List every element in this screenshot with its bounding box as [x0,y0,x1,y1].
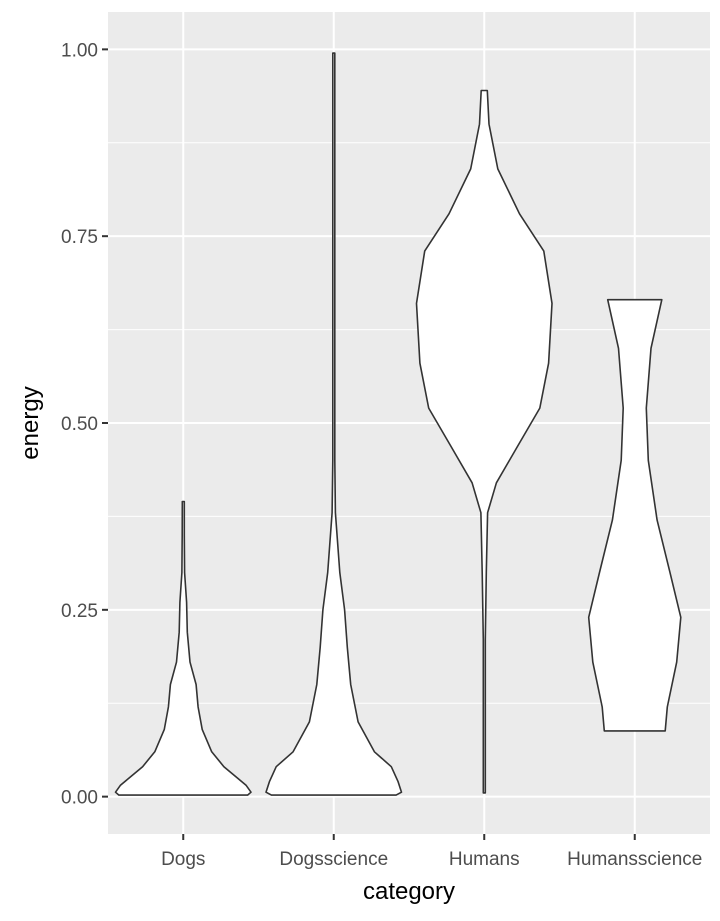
violins [114,52,682,796]
violin-humans [415,89,553,794]
violin-dogs [114,500,252,796]
x-tick-label: Humansscience [567,849,702,870]
violin-dogsscience [265,52,403,796]
y-tick-label: 0.00 [61,788,98,809]
x-tick-label: Dogs [161,849,205,870]
x-tick-label: Humans [449,849,520,870]
y-tick-label: 1.00 [61,40,98,61]
y-tick-label: 0.50 [61,414,98,435]
x-axis-title: category [363,878,455,905]
y-tick-label: 0.25 [61,601,98,622]
axes: 0.00 0.25 0.50 0.75 1.00 Dogs Dogsscience Human… [61,40,702,870]
y-tick-label: 0.75 [61,227,98,248]
violin-humansscience [587,298,682,732]
y-axis-title: energy [17,386,44,459]
x-tick-label: Dogsscience [279,849,388,870]
